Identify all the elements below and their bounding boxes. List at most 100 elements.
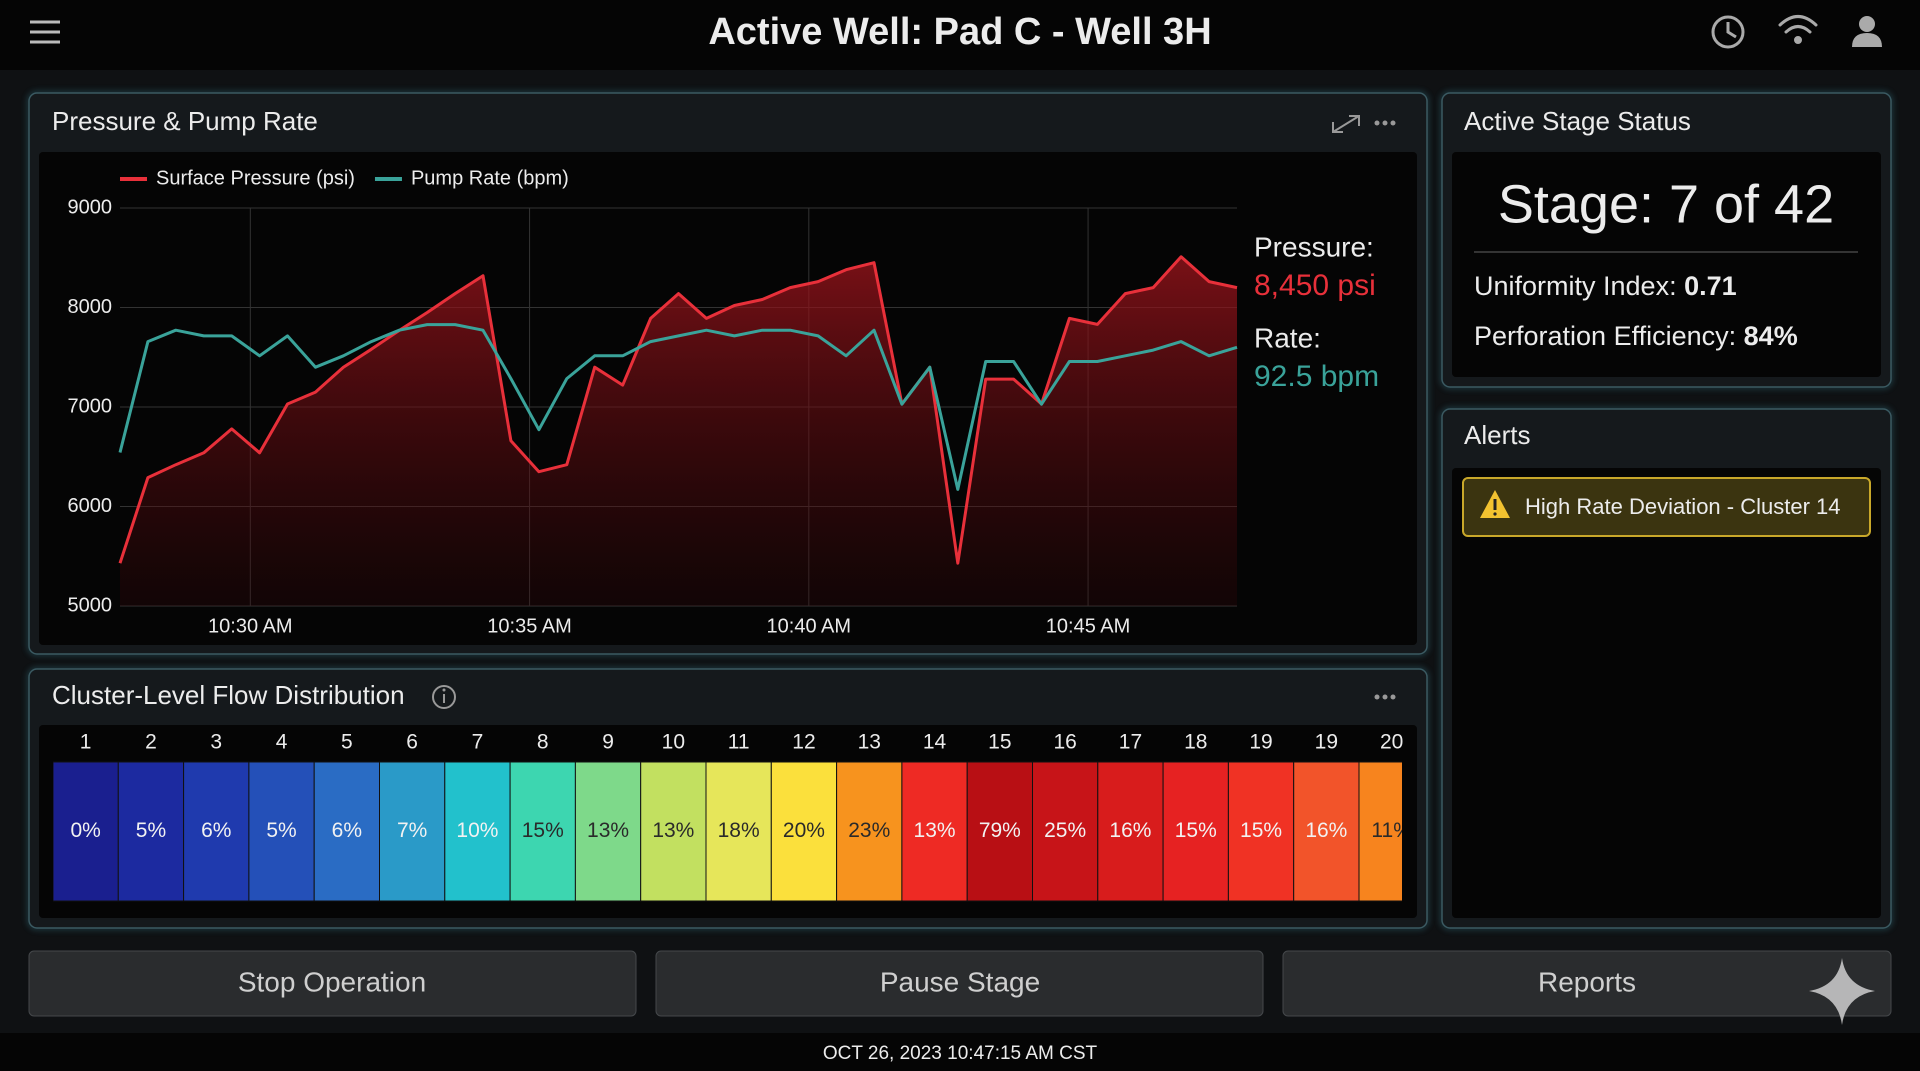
info-icon[interactable]: [432, 685, 456, 709]
cell: [1293, 761, 1360, 902]
cell-label: 15%: [522, 819, 564, 842]
legend-label: Surface Pressure (psi): [156, 167, 355, 189]
cell: [1358, 761, 1402, 902]
button[interactable]: Reports: [1282, 950, 1892, 1017]
cluster-label: 19: [1315, 731, 1338, 754]
user-icon[interactable]: [1852, 16, 1882, 47]
area: [120, 256, 1237, 606]
cluster-label: 16: [1053, 731, 1076, 754]
cluster-label: 14: [923, 731, 947, 754]
cluster-label: 11: [728, 731, 750, 754]
y-tick-label: 6000: [68, 495, 113, 517]
cell: [313, 761, 381, 902]
label: Uniformity Index:: [1474, 271, 1677, 301]
y-tick-label: 5000: [68, 594, 113, 616]
panel-title: Active Stage Status: [1464, 106, 1691, 136]
rate-label: Rate:: [1254, 322, 1321, 353]
cell-label: 0%: [70, 819, 100, 842]
wifi-icon[interactable]: [1778, 15, 1818, 44]
cell-label: 11%: [1371, 819, 1411, 842]
cell-label: 13%: [587, 819, 629, 842]
cluster-label: 15: [988, 731, 1011, 754]
panel-title: Cluster-Level Flow Distribution: [52, 680, 405, 710]
header-title: Active Well: Pad C - Well 3H: [708, 11, 1211, 53]
clock-icon[interactable]: [1711, 15, 1745, 49]
cell-label: 23%: [848, 819, 890, 842]
cell-label: 7%: [397, 819, 427, 842]
sparkle-icon: [1809, 958, 1875, 1025]
cell: [248, 761, 315, 902]
cluster-label: 3: [210, 731, 222, 754]
cell-label: 13%: [914, 819, 956, 842]
line: [118, 323, 1238, 491]
cell: [1162, 761, 1229, 902]
cell: [379, 761, 446, 902]
cell: [705, 761, 772, 902]
cluster-label: 18: [1184, 731, 1207, 754]
cell-label: 10%: [456, 819, 498, 842]
cell: [183, 761, 250, 902]
x-tick-label: 10:40 AM: [767, 615, 852, 637]
menu-icon[interactable]: [30, 20, 60, 44]
y-tick-label: 8000: [68, 296, 113, 318]
expand-icon[interactable]: [1332, 115, 1360, 133]
cluster-label: 7: [472, 731, 484, 754]
cell-label: 25%: [1044, 819, 1086, 842]
cell-label: 15%: [1175, 819, 1217, 842]
x-tick-label: 10:30 AM: [208, 615, 293, 637]
cluster-label: 19: [1249, 731, 1272, 754]
button-label: Stop Operation: [238, 966, 426, 997]
cluster-label: 1: [80, 731, 92, 754]
cell: [640, 761, 707, 902]
more-icon[interactable]: [1374, 694, 1396, 700]
cell-label: 79%: [979, 819, 1021, 842]
cell-label: 18%: [718, 819, 760, 842]
uniformity: Uniformity Index: 0.71: [1474, 271, 1737, 301]
cluster-label: 2: [145, 731, 157, 754]
cell: [1227, 761, 1295, 902]
cell: [901, 761, 968, 902]
button-label: Reports: [1538, 966, 1636, 997]
cell: [770, 761, 838, 902]
button[interactable]: Stop Operation: [28, 950, 637, 1017]
line: [118, 255, 1238, 565]
panel-title: Alerts: [1464, 420, 1530, 450]
cluster-label: 13: [858, 731, 881, 754]
footer-bar: [0, 1033, 1920, 1071]
more-icon[interactable]: [1374, 120, 1396, 126]
cell-label: 6%: [201, 819, 231, 842]
cluster-label: 4: [276, 731, 288, 754]
cluster-label: 8: [537, 731, 549, 754]
y-tick-label: 7000: [68, 395, 113, 417]
alert-item[interactable]: High Rate Deviation - Cluster 14: [1462, 477, 1871, 537]
cell: [1032, 761, 1099, 902]
cell: [444, 761, 511, 902]
cell-label: 20%: [783, 819, 825, 842]
cell: [53, 761, 119, 902]
x-tick-label: 10:45 AM: [1046, 615, 1131, 637]
x-tick-label: 10:35 AM: [487, 615, 572, 637]
cluster-label: 12: [792, 731, 815, 754]
pressure-value: 8,450 psi: [1254, 269, 1376, 302]
panel-title: Pressure & Pump Rate: [52, 106, 318, 136]
cell-label: 6%: [332, 819, 362, 842]
cell-label: 13%: [652, 819, 694, 842]
cluster-label: 9: [602, 731, 614, 754]
button[interactable]: Pause Stage: [655, 950, 1264, 1017]
value: 84%: [1744, 321, 1798, 351]
pressure-label: Pressure:: [1254, 231, 1374, 262]
cell-label: 5%: [136, 819, 166, 842]
stage-heading: Stage: 7 of 42: [1498, 174, 1834, 234]
header-bar: [0, 0, 1920, 70]
cluster-heatmap: 0% 5% 6% 5% 6% 7% 10% 15% 13% 13% 18% 20% 23% 13% 79% 2…: [53, 731, 1411, 902]
alert-text: High Rate Deviation - Cluster 14: [1525, 494, 1840, 519]
cell-label: 16%: [1305, 819, 1347, 842]
cell-label: 5%: [266, 819, 296, 842]
value: 0.71: [1684, 271, 1737, 301]
cluster-label: 10: [662, 731, 685, 754]
button-label: Pause Stage: [880, 966, 1040, 997]
cluster-label: 5: [341, 731, 353, 754]
timestamp: OCT 26, 2023 10:47:15 AM CST: [823, 1043, 1098, 1064]
cluster-label: 20: [1380, 731, 1403, 754]
